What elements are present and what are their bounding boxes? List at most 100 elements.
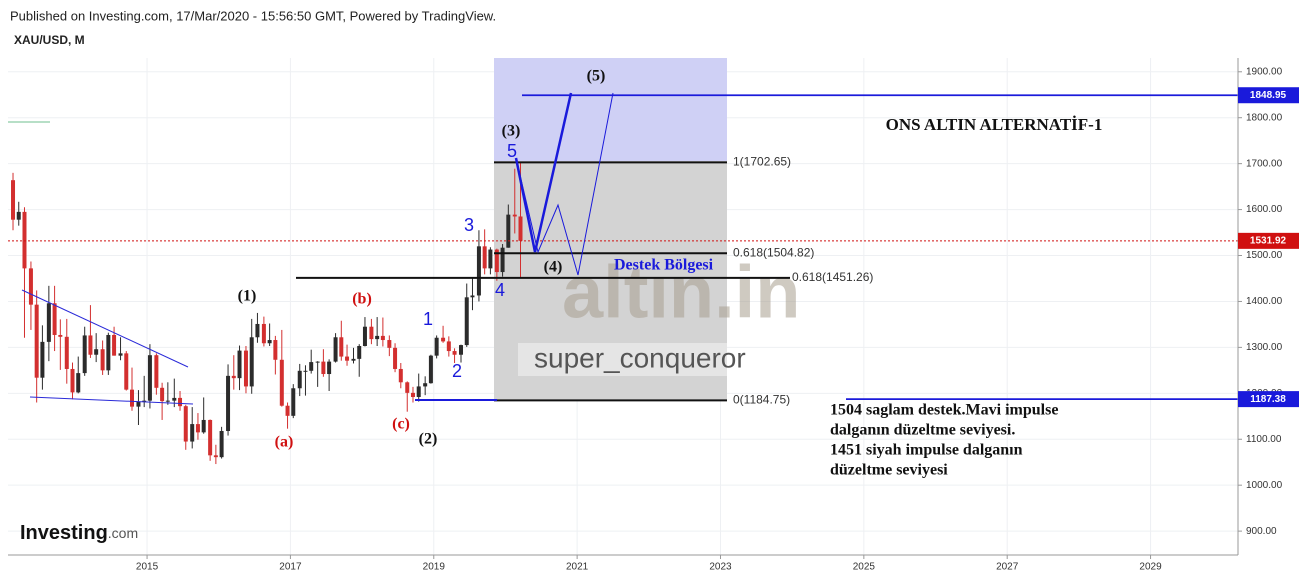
wave-label: (c) bbox=[392, 416, 410, 433]
candle-body bbox=[297, 370, 302, 389]
candle-body bbox=[416, 386, 421, 397]
candle-body bbox=[52, 303, 57, 335]
wave-label: 3 bbox=[464, 215, 474, 235]
y-tick-label: 1800.00 bbox=[1246, 112, 1283, 123]
y-tick-label: 1100.00 bbox=[1246, 434, 1282, 445]
candle-body bbox=[333, 337, 338, 362]
candle-body bbox=[339, 337, 344, 357]
candle-body bbox=[393, 347, 398, 369]
trend-line bbox=[29, 396, 194, 405]
candle-body bbox=[321, 361, 326, 375]
candle-body bbox=[82, 335, 87, 374]
y-tick-label: 1300.00 bbox=[1246, 342, 1283, 353]
fib-label: 1(1702.65) bbox=[733, 155, 791, 169]
candle-body bbox=[315, 361, 320, 363]
candle-body bbox=[183, 406, 188, 442]
candle-body bbox=[446, 341, 451, 352]
wave-path bbox=[514, 92, 573, 253]
candle-body bbox=[231, 375, 236, 379]
price-tag-label: 1531.92 bbox=[1250, 235, 1287, 246]
note-line: dalganın düzeltme seviyesi. bbox=[830, 422, 1015, 439]
y-tick-label: 1000.00 bbox=[1246, 480, 1283, 491]
price-tag bbox=[1238, 232, 1299, 249]
candle-body bbox=[76, 373, 81, 393]
y-tick-label: 1500.00 bbox=[1246, 250, 1283, 261]
candle-body bbox=[154, 355, 159, 388]
wave-label: 4 bbox=[495, 280, 505, 300]
x-tick-label: 2017 bbox=[279, 562, 302, 573]
watermark: altın.in bbox=[562, 251, 800, 334]
candle-body bbox=[506, 214, 511, 248]
candle-body bbox=[273, 340, 278, 360]
logo-main: Investing bbox=[20, 522, 108, 544]
y-tick-label: 1600.00 bbox=[1246, 204, 1283, 215]
candle-body bbox=[22, 211, 27, 269]
wave-label: 2 bbox=[452, 361, 462, 381]
candle-body bbox=[130, 389, 135, 407]
y-tick-label: 1700.00 bbox=[1246, 158, 1283, 169]
y-tick-label: 1900.00 bbox=[1246, 66, 1283, 77]
candle-body bbox=[34, 304, 39, 378]
candle-body bbox=[357, 346, 362, 359]
candle-body bbox=[291, 388, 296, 416]
logo-suffix: .com bbox=[108, 525, 138, 541]
candle-body bbox=[387, 340, 392, 348]
candle-body bbox=[201, 419, 206, 433]
candle-body bbox=[118, 353, 123, 356]
candle-body bbox=[327, 361, 332, 375]
candle-body bbox=[285, 405, 290, 416]
x-tick-label: 2029 bbox=[1139, 562, 1162, 573]
candle-body bbox=[46, 303, 51, 342]
candle-body bbox=[410, 392, 415, 397]
wave-path bbox=[515, 92, 614, 276]
candle-body bbox=[243, 350, 248, 387]
candle-body bbox=[237, 350, 242, 379]
price-tag-label: 1848.95 bbox=[1250, 90, 1287, 101]
candle-body bbox=[405, 382, 410, 393]
price-tag bbox=[1238, 87, 1299, 104]
candle-body bbox=[255, 323, 260, 338]
candle-body bbox=[100, 349, 105, 371]
candle-body bbox=[147, 355, 152, 401]
candle-body bbox=[28, 268, 33, 305]
candle-body bbox=[249, 337, 254, 387]
candle-body bbox=[380, 335, 385, 341]
candle-body bbox=[165, 400, 170, 402]
wave-label: (3) bbox=[502, 123, 521, 140]
candle-body bbox=[16, 211, 21, 220]
price-tag bbox=[1238, 391, 1299, 408]
x-tick-label: 2015 bbox=[136, 562, 159, 573]
note-line: 1451 siyah impulse dalganın bbox=[830, 442, 1023, 459]
candle-body bbox=[375, 335, 380, 340]
candle-body bbox=[518, 216, 523, 241]
fib-label: 0(1184.75) bbox=[733, 392, 790, 406]
wave-label: 1 bbox=[423, 309, 433, 329]
candle-body bbox=[362, 326, 367, 347]
candle-body bbox=[261, 323, 266, 344]
candle-body bbox=[64, 336, 69, 369]
zone-label: Destek Bölgesi bbox=[614, 257, 714, 274]
candle-body bbox=[279, 359, 284, 406]
x-tick-label: 2021 bbox=[566, 562, 589, 573]
wave-label: (2) bbox=[419, 431, 438, 448]
y-tick-label: 900.00 bbox=[1246, 526, 1277, 537]
candle-body bbox=[428, 355, 433, 384]
candle-body bbox=[112, 334, 117, 356]
candle-body bbox=[142, 400, 147, 402]
candle-body bbox=[124, 353, 129, 390]
fib-label: 0.618(1504.82) bbox=[733, 245, 814, 259]
candle-body bbox=[219, 430, 224, 458]
candle-body bbox=[226, 375, 231, 431]
note-line: 1504 saglam destek.Mavi impulse bbox=[830, 402, 1058, 419]
wave-label: (b) bbox=[352, 291, 372, 308]
candle-body bbox=[309, 362, 314, 371]
author: super_conqueror bbox=[534, 342, 746, 373]
fib-upper-zone bbox=[494, 58, 727, 161]
candle-body bbox=[369, 326, 374, 340]
fib-label: 0.618(1451.26) bbox=[792, 270, 873, 284]
candle-body bbox=[40, 341, 45, 378]
candle-body bbox=[441, 337, 446, 342]
candle-body bbox=[494, 249, 499, 273]
candle-body bbox=[345, 356, 350, 361]
